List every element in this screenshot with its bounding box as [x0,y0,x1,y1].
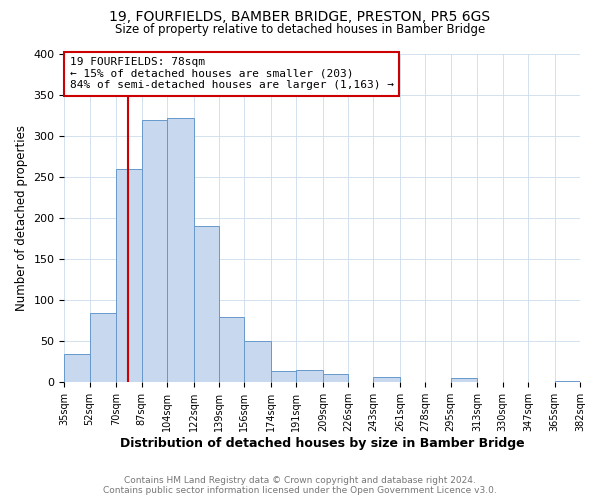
Bar [116,169,142,382]
Y-axis label: Number of detached properties: Number of detached properties [15,125,28,311]
Bar [142,120,167,382]
Bar [167,118,194,382]
Text: 19, FOURFIELDS, BAMBER BRIDGE, PRESTON, PR5 6GS: 19, FOURFIELDS, BAMBER BRIDGE, PRESTON, … [109,10,491,24]
Text: 19 FOURFIELDS: 78sqm
← 15% of detached houses are smaller (203)
84% of semi-deta: 19 FOURFIELDS: 78sqm ← 15% of detached h… [70,58,394,90]
Bar [89,312,116,382]
X-axis label: Distribution of detached houses by size in Bamber Bridge: Distribution of detached houses by size … [120,437,524,450]
Bar [64,354,89,382]
Bar [373,378,400,382]
Bar [323,374,348,382]
Bar [219,316,244,382]
Text: Size of property relative to detached houses in Bamber Bridge: Size of property relative to detached ho… [115,22,485,36]
Bar [555,380,580,382]
Bar [271,371,296,382]
Text: Contains HM Land Registry data © Crown copyright and database right 2024.
Contai: Contains HM Land Registry data © Crown c… [103,476,497,495]
Bar [194,226,219,382]
Bar [296,370,323,382]
Bar [451,378,478,382]
Bar [244,342,271,382]
